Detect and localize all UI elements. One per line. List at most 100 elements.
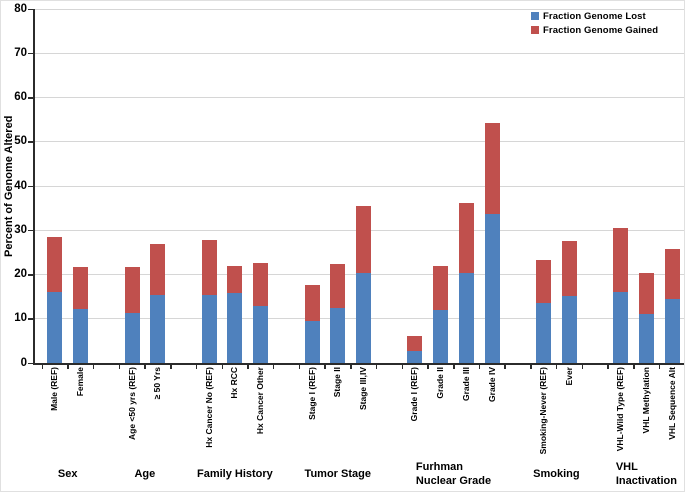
legend-swatch-lost-icon: [531, 12, 539, 20]
category-label: Grade IV: [486, 367, 497, 402]
bar-grade-i-ref-: [407, 336, 423, 363]
bar-hx-rcc: [227, 266, 243, 363]
y-tick-label-20: 20: [14, 268, 27, 280]
x-tick-16: [453, 364, 455, 369]
category-label: VHL Sequence Alt: [666, 367, 677, 440]
group-label-line: VHL: [615, 461, 638, 473]
y-tick-label-40: 40: [14, 179, 27, 192]
x-tick-10: [298, 364, 301, 369]
group-label-line: Furhman: [415, 461, 463, 473]
bar-segment-gained: [73, 266, 89, 309]
group-label-0: Sex: [58, 460, 78, 489]
category-label: Female: [75, 367, 86, 397]
x-tick-14: [401, 364, 404, 369]
bar-age-50-yrs-ref-: [124, 266, 140, 363]
bar-segment-gained: [484, 122, 500, 214]
plot-area: [34, 8, 684, 363]
y-tick-label-80: 80: [14, 2, 27, 15]
bar-hx-cancer-other: [253, 263, 269, 363]
category-label: Stage I (REF): [306, 367, 317, 420]
category-label: Male (REF): [49, 367, 60, 411]
y-tick-label-60: 60: [14, 91, 27, 103]
bar-segment-lost: [561, 295, 577, 363]
category-label: Grade III: [460, 367, 471, 402]
legend-label-lost: Fraction Genome Lost: [543, 10, 646, 22]
bar-stage-iii-iv: [356, 206, 371, 363]
x-tick-9: [272, 364, 275, 369]
legend-item-lost: Fraction Genome Lost: [531, 9, 658, 23]
gridline-40: [34, 185, 684, 187]
x-tick-20: [555, 364, 558, 369]
x-tick-18: [504, 364, 506, 369]
category-label: Age <50 yrs (REF): [126, 367, 137, 440]
group-label-line: Family History: [196, 467, 273, 480]
bar-segment-lost: [458, 272, 474, 363]
bar-segment-lost: [536, 302, 552, 363]
y-tick-80: [28, 8, 33, 10]
bar-grade-iii: [458, 202, 474, 363]
bar-segment-gained: [253, 263, 269, 306]
group-label-5: Smoking: [533, 460, 579, 489]
category-label: VHL-Wild Type (REF): [615, 367, 626, 452]
bar-female: [73, 266, 89, 363]
bar-segment-lost: [124, 313, 140, 363]
bar-stage-ii: [330, 263, 346, 363]
group-label-6: VHL Inactivation: [616, 460, 677, 489]
bar-segment-lost: [150, 294, 166, 363]
group-label-line: Smoking: [533, 467, 580, 480]
group-label-line: Sex: [57, 467, 78, 480]
x-tick-23: [633, 364, 635, 369]
x-tick-13: [375, 364, 378, 369]
group-label-line: Nuclear Grade: [415, 474, 492, 487]
bar-segment-lost: [330, 308, 346, 363]
x-tick-21: [581, 364, 584, 369]
bar-segment-gained: [356, 206, 371, 273]
category-label: Ever: [563, 367, 574, 386]
x-tick-4: [144, 364, 146, 369]
x-axis-line: [33, 363, 684, 365]
bar-segment-gained: [458, 202, 474, 273]
x-tick-5: [170, 364, 172, 369]
gridline-50: [34, 141, 684, 143]
bar-grade-ii: [433, 266, 449, 363]
bar-smoking-never-ref-: [536, 259, 552, 363]
bar-ever: [561, 240, 577, 363]
category-label: Hx RCC: [229, 367, 240, 399]
y-tick-30: [28, 229, 33, 232]
category-label: Stage II: [332, 367, 343, 398]
y-tick-label-50: 50: [14, 135, 27, 148]
bar-segment-gained: [664, 248, 680, 299]
group-label-line: Age: [134, 467, 156, 480]
category-label: Grade I (REF): [409, 367, 420, 422]
bar-male-ref-: [47, 236, 63, 363]
x-tick-6: [195, 364, 198, 369]
x-tick-3: [118, 364, 121, 369]
category-label: Hx Cancer Other: [255, 367, 266, 435]
group-label-4: Furhman Nuclear Grade: [416, 460, 491, 489]
x-tick-24: [658, 364, 661, 369]
bar-segment-lost: [613, 291, 629, 363]
bar-stage-i-ref-: [304, 285, 320, 363]
bar-segment-lost: [433, 309, 449, 363]
y-tick-label-0: 0: [20, 356, 27, 369]
legend: Fraction Genome Lost Fraction Genome Gai…: [531, 9, 658, 37]
x-tick-1: [67, 364, 69, 369]
category-label: Grade II: [435, 367, 446, 399]
y-tick-60: [28, 97, 33, 99]
bar-segment-lost: [484, 213, 500, 363]
x-tick-0: [41, 364, 43, 369]
bar-hx-cancer-no-ref-: [201, 240, 217, 363]
group-label-line: Tumor Stage: [304, 467, 371, 480]
x-tick-11: [324, 364, 326, 369]
y-tick-0: [28, 362, 33, 364]
bar-segment-lost: [201, 294, 217, 363]
bar-segment-lost: [47, 292, 63, 363]
y-tick-label-30: 30: [14, 223, 27, 236]
bar-segment-gained: [201, 240, 217, 295]
bar-segment-lost: [638, 313, 654, 363]
bar-segment-gained: [124, 266, 140, 313]
x-tick-17: [478, 364, 481, 369]
bar-segment-gained: [47, 236, 63, 293]
x-tick-7: [221, 364, 224, 369]
